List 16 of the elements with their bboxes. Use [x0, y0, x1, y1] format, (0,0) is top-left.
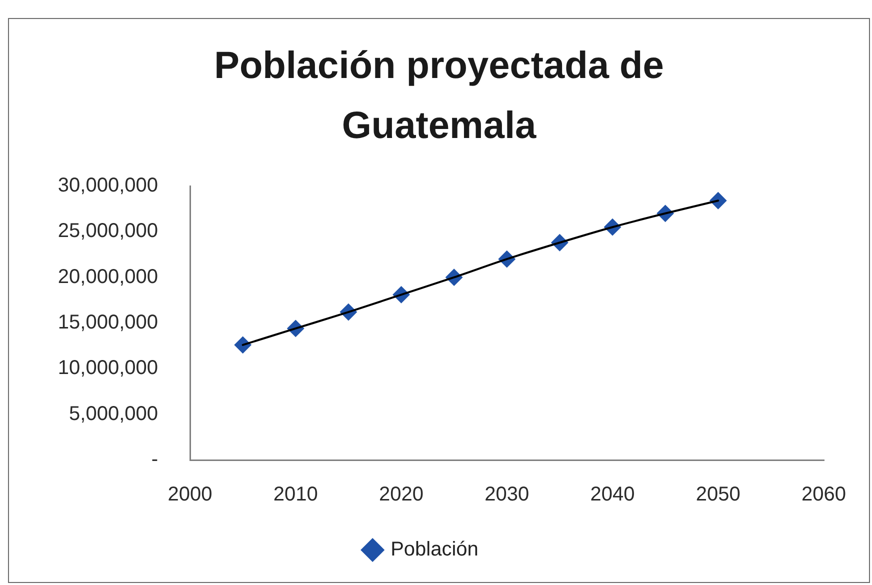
y-tick-label: 10,000,000 [58, 357, 158, 380]
x-tick-label: 2050 [696, 484, 740, 506]
y-tick-label: 15,000,000 [58, 312, 158, 334]
y-tick-label: - [151, 448, 158, 471]
legend-label: Población [390, 538, 478, 561]
x-tick-label: 2040 [590, 484, 635, 506]
x-tick-label: 2060 [802, 484, 846, 506]
x-tick-label: 2010 [273, 484, 318, 506]
chart-title: Población proyectada de Guatemala [213, 44, 665, 149]
y-tick-label: 30,000,000 [58, 174, 158, 197]
y-tick-label: 25,000,000 [58, 220, 158, 242]
y-tick-label: 5,000,000 [69, 402, 158, 425]
x-tick-label: 2020 [379, 484, 424, 506]
x-tick-label: 2000 [168, 484, 212, 506]
x-tick-label: 2030 [484, 484, 530, 506]
y-tick-label: 20,000,000 [58, 266, 158, 288]
